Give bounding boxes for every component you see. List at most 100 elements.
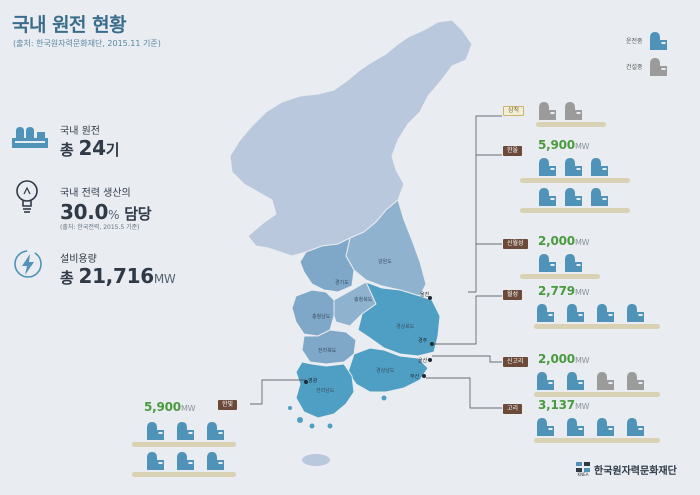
region-label-jeonnam: 전라남도 bbox=[316, 387, 335, 394]
power-unit: % bbox=[108, 208, 120, 222]
page-subtitle: (출처: 한국원자력문화재단, 2015.11 기준) bbox=[13, 39, 161, 48]
reactor-construction-icon bbox=[562, 100, 584, 120]
plant-base bbox=[534, 324, 660, 329]
page-title: 국내 원전 현황 bbox=[12, 14, 127, 36]
city-label-busan: 부산 bbox=[410, 373, 420, 380]
reactor-operating-icon bbox=[594, 302, 616, 322]
reactor-operating-icon bbox=[562, 252, 584, 272]
chungnam-region bbox=[291, 289, 335, 337]
logo-icon bbox=[576, 462, 590, 472]
capacity-value: 21,716 bbox=[78, 264, 154, 288]
region-label-gyeonggi: 경기도 bbox=[335, 279, 349, 286]
plants-stat bbox=[10, 124, 50, 154]
jeonnam-region bbox=[295, 361, 355, 419]
capacity-value: 2,779 bbox=[538, 284, 575, 298]
plant-capacity-wolsong: 2,779MW bbox=[538, 284, 590, 298]
capacity-prefix: 총 bbox=[60, 269, 74, 287]
plant-label-hanbit: 한빛 bbox=[218, 400, 238, 410]
gangwon-region bbox=[345, 199, 427, 297]
plant-group-shinwolsong bbox=[520, 252, 600, 279]
reactor-operating-icon bbox=[624, 416, 646, 436]
plant-label-shinwolsong: 신월성 bbox=[503, 239, 528, 249]
plant-base bbox=[534, 392, 660, 397]
gyeongbuk-region bbox=[357, 281, 441, 357]
reactor-operating-icon bbox=[564, 302, 586, 322]
plant-base bbox=[520, 274, 600, 279]
plants-label: 국내 원전 bbox=[60, 126, 100, 137]
plant-capacity-hanul: 5,900MW bbox=[538, 138, 590, 152]
plant-base bbox=[534, 438, 660, 443]
lightning-icon bbox=[14, 250, 42, 278]
plant-group-samcheok bbox=[536, 100, 606, 127]
jeju-island bbox=[302, 454, 330, 466]
capacity-value-line: 총 21,716MW bbox=[60, 264, 176, 288]
power-value-line: 30.0% 담당 bbox=[60, 200, 152, 224]
logo-text: 한국원자력문화재단 bbox=[594, 466, 677, 477]
reactor-operating-icon bbox=[624, 302, 646, 322]
reactor-operating-icon bbox=[536, 186, 558, 206]
power-stat bbox=[14, 178, 40, 220]
city-label-gyeongju: 경주 bbox=[418, 337, 428, 344]
capacity-label: 설비용량 bbox=[60, 254, 97, 265]
footer-logo: KNEA 한국원자력문화재단 bbox=[576, 462, 677, 477]
capacity-value: 2,000 bbox=[538, 234, 575, 248]
gyeonggi-region bbox=[299, 237, 355, 293]
reactor-construction-icon bbox=[536, 100, 558, 120]
plant-capacity-shinkori: 2,000MW bbox=[538, 352, 590, 366]
capacity-value: 2,000 bbox=[538, 352, 575, 366]
plant-capacity-shinwolsong: 2,000MW bbox=[538, 234, 590, 248]
plants-value: 24 bbox=[78, 136, 106, 160]
power-plant-icon bbox=[12, 127, 48, 148]
capacity-unit: MW bbox=[574, 402, 590, 411]
reactor-operating-icon bbox=[564, 416, 586, 436]
plant-group-hanbit bbox=[132, 420, 236, 477]
gyeongnam-region bbox=[347, 347, 429, 393]
region-label-gyeongbuk: 경상북도 bbox=[396, 323, 415, 330]
capacity-unit: MW bbox=[574, 142, 590, 151]
capacity-unit: MW bbox=[180, 404, 196, 413]
region-label-chungnam: 충청남도 bbox=[312, 313, 331, 320]
capacity-stat bbox=[12, 248, 44, 284]
reactor-operating-icon bbox=[564, 370, 586, 390]
reactor-operating-icon bbox=[536, 156, 558, 176]
capacity-unit: MW bbox=[574, 238, 590, 247]
reactor-operating-icon bbox=[174, 420, 196, 440]
reactor-operating-icon bbox=[534, 370, 556, 390]
plant-capacity-kori: 3,137MW bbox=[538, 398, 590, 412]
power-suffix: 담당 bbox=[124, 205, 152, 223]
reactor-operating-icon bbox=[562, 156, 584, 176]
plant-group-hanul bbox=[520, 156, 630, 213]
plant-base bbox=[132, 472, 236, 477]
region-label-jeonbuk: 전라북도 bbox=[318, 347, 337, 354]
plants-prefix: 총 bbox=[60, 141, 74, 159]
power-value: 30.0 bbox=[60, 200, 109, 224]
capacity-unit: MW bbox=[574, 356, 590, 365]
logo-mark: KNEA bbox=[576, 462, 590, 477]
legend-operating: 운전중 bbox=[626, 30, 669, 50]
capacity-unit: MW bbox=[153, 272, 176, 286]
city-label-ulsan: 울산 bbox=[418, 357, 428, 364]
plant-base bbox=[536, 122, 606, 127]
city-label-yeonggwang: 영광 bbox=[308, 377, 318, 384]
power-note: (출처: 한국전력, 2015.5 기준) bbox=[60, 224, 140, 231]
reactor-operating-icon bbox=[594, 416, 616, 436]
region-label-chungbuk: 충청북도 bbox=[354, 296, 373, 303]
plant-label-shinkori: 신고리 bbox=[503, 357, 528, 367]
plant-label-hanul: 한울 bbox=[503, 146, 523, 156]
reactor-operating-icon bbox=[174, 450, 196, 470]
capacity-value: 5,900 bbox=[538, 138, 575, 152]
capacity-value: 3,137 bbox=[538, 398, 575, 412]
reactor-construction-icon bbox=[594, 370, 616, 390]
plant-base bbox=[520, 178, 630, 183]
legend-construction-label: 건설중 bbox=[626, 63, 643, 71]
reactor-operating-icon bbox=[144, 420, 166, 440]
reactor-operating-icon bbox=[534, 416, 556, 436]
reactor-operating-icon bbox=[144, 450, 166, 470]
legend-operating-label: 운전중 bbox=[626, 37, 643, 45]
plant-label-kori: 고리 bbox=[503, 404, 523, 414]
plants-value-line: 총 24기 bbox=[60, 136, 119, 160]
reactor-operating-icon bbox=[204, 420, 226, 440]
plant-group-kori bbox=[534, 416, 660, 443]
capacity-unit: MW bbox=[574, 288, 590, 297]
